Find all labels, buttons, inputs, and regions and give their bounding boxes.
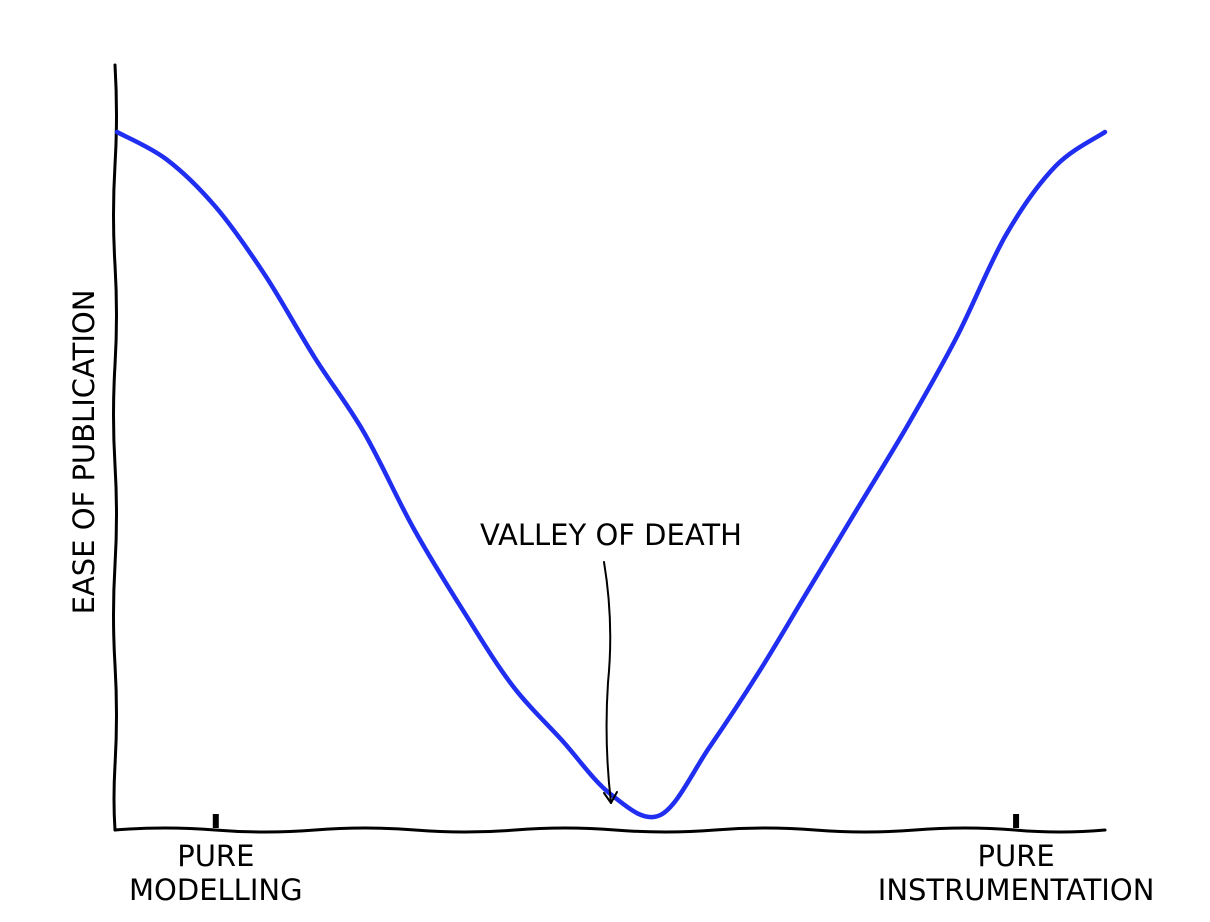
annotations: VALLEY OF DEATH [480, 518, 742, 804]
annotation-arrow-0 [603, 561, 612, 804]
annotation-arrowhead-0 [603, 791, 618, 804]
x-tick-label-1-1: INSTRUMENTATION [878, 873, 1155, 907]
series-group [114, 129, 1108, 820]
x-tick-label-1-0: PURE [977, 839, 1054, 873]
y-axis-label: EASE OF PUBLICATION [67, 290, 101, 615]
annotation-label-0: VALLEY OF DEATH [480, 518, 742, 552]
series-line-0 [114, 129, 1108, 820]
x-tick-label-0-1: MODELLING [129, 873, 303, 907]
y-axis [112, 63, 118, 832]
x-axis [113, 826, 1107, 834]
x-tick-label-0-0: PURE [177, 839, 254, 873]
